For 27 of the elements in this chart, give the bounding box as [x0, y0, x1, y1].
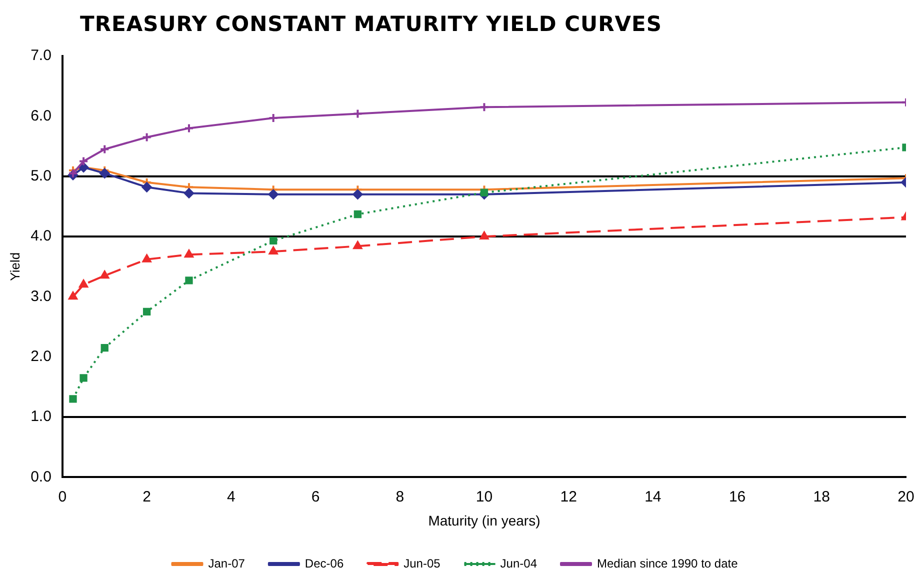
legend-label: Jun-05 [404, 556, 441, 570]
legend-label: Dec-06 [304, 556, 344, 570]
chart-title: TREASURY CONSTANT MATURITY YIELD CURVES [80, 12, 662, 36]
x-tick-label: 6 [311, 488, 320, 506]
y-axis-title: Yield [7, 252, 22, 281]
x-tick-label: 18 [813, 488, 830, 506]
x-tick-label: 10 [476, 488, 493, 506]
y-tick-label: 5.0 [30, 167, 52, 184]
x-tick-label: 12 [560, 488, 577, 506]
y-tick-label: 6.0 [30, 107, 52, 124]
y-tick-label: 7.0 [30, 47, 52, 64]
legend-label: Jan-07 [208, 556, 246, 570]
y-tick-label: 0.0 [30, 468, 52, 486]
y-tick-label: 3.0 [30, 288, 52, 305]
x-tick-label: 2 [142, 488, 151, 506]
y-tick-label: 1.0 [30, 408, 52, 426]
x-tick-label: 14 [644, 488, 662, 506]
legend-label: Jun-04 [500, 556, 538, 570]
x-tick-label: 8 [396, 488, 404, 506]
x-axis-title: Maturity (in years) [428, 512, 540, 528]
x-tick-label: 0 [58, 488, 67, 506]
x-tick-label: 20 [898, 488, 914, 506]
legend-label: Median since 1990 to date [596, 556, 738, 570]
y-tick-label: 4.0 [30, 228, 52, 245]
x-tick-label: 16 [728, 488, 746, 506]
x-tick-label: 4 [226, 488, 236, 506]
y-tick-label: 2.0 [30, 348, 52, 365]
